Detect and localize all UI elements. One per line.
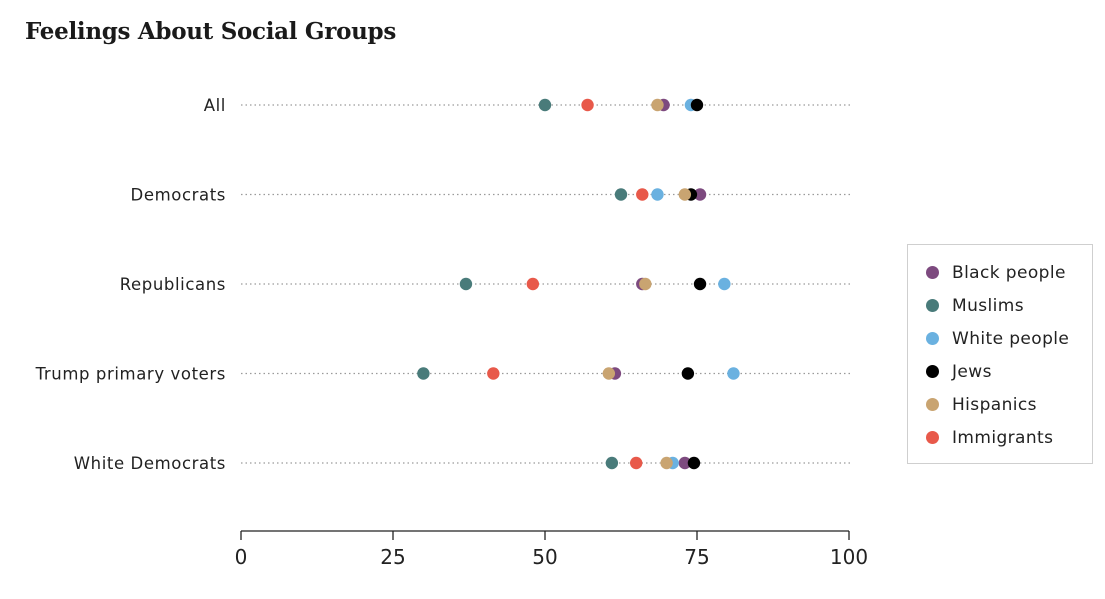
- legend-swatch-jews: [926, 365, 939, 378]
- row-guides: [241, 104, 851, 464]
- legend-item-white-people: White people: [926, 322, 1092, 355]
- point-white-people-trump-primary-voters: [727, 367, 740, 380]
- legend-swatch-immigrants: [926, 431, 939, 444]
- point-muslims-white-democrats: [605, 456, 619, 470]
- point-immigrants-republicans: [526, 277, 540, 291]
- point-hispanics-republicans: [639, 277, 652, 291]
- x-tick-label-0: 0: [235, 545, 248, 569]
- point-muslims-all: [538, 98, 552, 112]
- legend-item-black-people: Black people: [926, 256, 1092, 289]
- legend-label-black-people: Black people: [952, 262, 1066, 283]
- legend-item-muslims: Muslims: [926, 289, 1092, 322]
- row-label-republicans: Republicans: [120, 275, 226, 294]
- legend-swatch-white-people: [926, 332, 939, 345]
- x-tick-label-75: 75: [684, 545, 709, 569]
- point-muslims-republicans: [459, 277, 473, 291]
- row-label-democrats: Democrats: [131, 186, 226, 205]
- legend-label-white-people: White people: [952, 328, 1070, 349]
- row-label-all: All: [204, 96, 226, 115]
- point-white-people-republicans: [718, 277, 731, 291]
- point-jews-all: [690, 98, 704, 112]
- x-axis: 0 25 50 75 100: [235, 530, 868, 569]
- point-white-people-democrats: [651, 188, 664, 201]
- legend-item-jews: Jews: [926, 355, 1092, 388]
- row-label-white-democrats: White Democrats: [74, 454, 226, 473]
- point-black-people-white-democrats: [678, 456, 692, 470]
- point-hispanics-white-democrats: [660, 456, 673, 470]
- point-immigrants-trump-primary-voters: [487, 367, 500, 380]
- point-black-people-democrats: [693, 188, 707, 201]
- legend: Black people Muslims White people Jews Hispa…: [907, 244, 1093, 464]
- point-jews-republicans: [693, 277, 707, 291]
- legend-item-immigrants: Immigrants: [926, 421, 1092, 454]
- point-immigrants-all: [581, 98, 594, 112]
- x-tick-label-100: 100: [830, 545, 868, 569]
- legend-swatch-muslims: [926, 299, 939, 312]
- point-jews-trump-primary-voters: [681, 367, 695, 380]
- legend-swatch-black-people: [926, 266, 939, 279]
- legend-label-jews: Jews: [952, 361, 992, 382]
- chart-title: Feelings About Social Groups: [25, 18, 396, 45]
- x-tick-label-50: 50: [532, 545, 557, 569]
- legend-label-muslims: Muslims: [952, 295, 1024, 316]
- point-hispanics-trump-primary-voters: [602, 367, 616, 380]
- point-hispanics-democrats: [678, 188, 692, 201]
- x-tick-label-25: 25: [380, 545, 405, 569]
- point-jews-white-democrats: [687, 456, 701, 470]
- point-hispanics-all: [651, 98, 664, 112]
- point-muslims-democrats: [614, 188, 628, 201]
- row-label-trump-primary-voters: Trump primary voters: [35, 365, 226, 384]
- point-muslims-trump-primary-voters: [417, 367, 430, 380]
- point-immigrants-democrats: [636, 188, 649, 201]
- data-points: [417, 98, 740, 470]
- row-labels: All Democrats Republicans Trump primary vot…: [35, 96, 226, 473]
- legend-swatch-hispanics: [926, 398, 939, 411]
- legend-item-hispanics: Hispanics: [926, 388, 1092, 421]
- legend-label-immigrants: Immigrants: [952, 427, 1054, 448]
- point-immigrants-white-democrats: [630, 456, 643, 470]
- legend-label-hispanics: Hispanics: [952, 394, 1037, 415]
